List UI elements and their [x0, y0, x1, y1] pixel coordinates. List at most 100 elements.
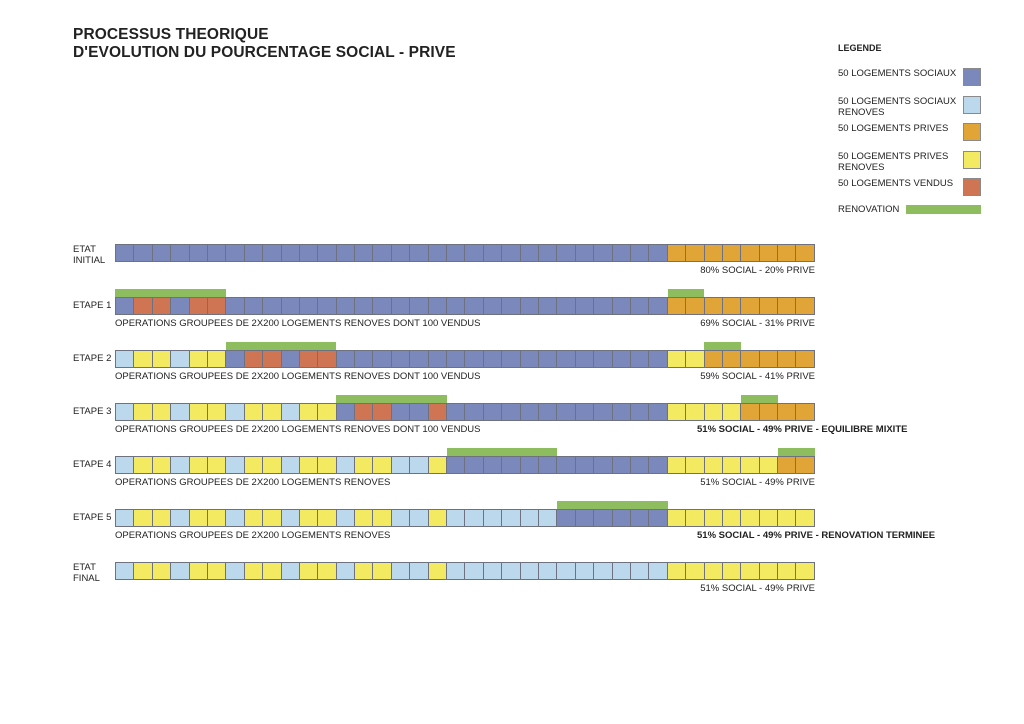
housing-cell [778, 509, 797, 527]
housing-cell [244, 297, 264, 315]
housing-cell [263, 350, 282, 368]
housing-cell [667, 297, 687, 315]
housing-cell [373, 456, 392, 474]
housing-cell [207, 562, 227, 580]
housing-cell [465, 456, 484, 474]
housing-cell [649, 244, 668, 262]
housing-cell [299, 350, 319, 368]
housing-cell [465, 403, 484, 421]
housing-cell [759, 509, 779, 527]
row-label: ETAPE 3 [73, 406, 112, 417]
housing-cell [318, 350, 337, 368]
housing-cell [557, 244, 576, 262]
legend-swatch [963, 96, 981, 114]
housing-cell [538, 562, 558, 580]
housing-cell [428, 562, 448, 580]
housing-cell [630, 350, 650, 368]
housing-cell [612, 244, 631, 262]
legend-item-label: 50 LOGEMENTS PRIVES RENOVES [838, 151, 949, 173]
renovation-bar [225, 342, 337, 350]
title-line-2: D'EVOLUTION DU POURCENTAGE SOCIAL - PRIV… [73, 44, 456, 61]
housing-cell [226, 562, 245, 580]
housing-cell [483, 509, 503, 527]
housing-cell [575, 297, 595, 315]
legend-item: 50 LOGEMENTS SOCIAUX [838, 68, 981, 86]
housing-cell [594, 456, 613, 474]
legend-swatch [963, 178, 981, 196]
housing-cell [502, 297, 521, 315]
housing-cell [741, 403, 760, 421]
housing-cell [428, 403, 448, 421]
housing-cell [373, 562, 392, 580]
housing-cell [465, 509, 484, 527]
housing-cell [447, 244, 466, 262]
housing-cell [189, 403, 208, 421]
housing-cell [594, 297, 613, 315]
housing-cell [391, 350, 411, 368]
housing-cell [263, 562, 282, 580]
housing-cell [226, 509, 245, 527]
housing-cell [189, 244, 208, 262]
housing-cell [686, 456, 705, 474]
housing-cell [630, 562, 650, 580]
housing-cell [778, 562, 797, 580]
renovation-bar [557, 501, 668, 509]
housing-cell [630, 456, 650, 474]
housing-cell [483, 562, 503, 580]
ratio-caption: 51% SOCIAL - 49% PRIVE [700, 477, 815, 488]
housing-cell [410, 456, 429, 474]
renovation-bar [667, 289, 705, 297]
housing-cell [778, 350, 797, 368]
housing-cell [428, 244, 448, 262]
housing-cell [520, 509, 539, 527]
legend-item: 50 LOGEMENTS PRIVES RENOVES [838, 151, 981, 173]
operation-caption: OPERATIONS GROUPEES DE 2X200 LOGEMENTS R… [115, 318, 481, 329]
housing-cell [299, 403, 319, 421]
housing-cell [704, 244, 723, 262]
housing-cell [299, 244, 319, 262]
housing-cell [189, 562, 208, 580]
housing-cell [557, 350, 576, 368]
housing-cell [575, 403, 595, 421]
operation-caption: OPERATIONS GROUPEES DE 2X200 LOGEMENTS R… [115, 530, 391, 541]
housing-cell [355, 297, 374, 315]
housing-cell [152, 297, 172, 315]
housing-cell [428, 509, 448, 527]
housing-cell [336, 297, 356, 315]
housing-cell [686, 350, 705, 368]
housing-cell [759, 562, 779, 580]
legend-title: LEGENDE [838, 43, 882, 53]
housing-cell [704, 403, 723, 421]
housing-cell [538, 244, 558, 262]
housing-cell [759, 403, 779, 421]
housing-cell [115, 562, 135, 580]
housing-cell [244, 244, 264, 262]
housing-cell [134, 297, 153, 315]
housing-cell [575, 350, 595, 368]
housing-cell [575, 244, 595, 262]
housing-cell [722, 456, 742, 474]
housing-strip [115, 562, 815, 580]
housing-cell [281, 297, 300, 315]
housing-cell [465, 297, 484, 315]
housing-cell [391, 244, 411, 262]
housing-cell [428, 297, 448, 315]
housing-cell [557, 509, 576, 527]
housing-cell [152, 244, 172, 262]
housing-cell [207, 244, 227, 262]
housing-cell [557, 403, 576, 421]
housing-strip [115, 456, 815, 474]
renovation-bar [336, 395, 447, 403]
housing-cell [741, 562, 760, 580]
housing-cell [447, 509, 466, 527]
housing-cell [115, 297, 135, 315]
housing-cell [778, 456, 797, 474]
housing-cell [318, 509, 337, 527]
housing-cell [741, 244, 760, 262]
housing-cell [686, 244, 705, 262]
legend-item: 50 LOGEMENTS PRIVES [838, 123, 981, 141]
housing-cell [244, 403, 264, 421]
housing-cell [667, 562, 687, 580]
housing-cell [152, 403, 172, 421]
housing-cell [520, 456, 539, 474]
